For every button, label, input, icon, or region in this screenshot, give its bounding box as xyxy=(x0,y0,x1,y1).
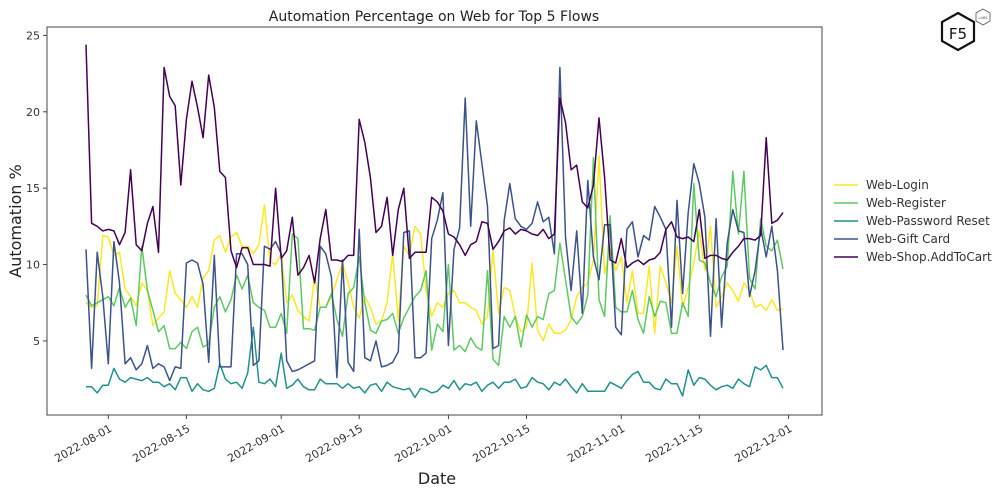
x-tick-label: 2022-08-15 xyxy=(130,422,192,465)
f5-labs-logo: F5 LABS xyxy=(940,8,991,52)
legend-label-web-gift-card: Web-Gift Card xyxy=(866,232,950,246)
series-line-web-password-reset xyxy=(86,326,784,399)
series-line-web-gift-card xyxy=(85,66,784,382)
y-tick-label: 20 xyxy=(26,106,40,119)
y-tick-label: 5 xyxy=(33,335,40,348)
x-axis: 2022-08-01 2022-08-15 2022-09-01 2022-09-15… xyxy=(52,415,794,465)
logo-text: F5 xyxy=(949,25,967,43)
x-tick-label: 2022-12-01 xyxy=(733,422,795,465)
legend-label-web-shop-addtocart: Web-Shop.AddToCart xyxy=(866,250,992,264)
series-line-web-register xyxy=(85,156,784,367)
x-tick-label: 2022-11-15 xyxy=(643,422,705,465)
legend-label-web-login: Web-Login xyxy=(866,178,929,192)
y-tick-label: 15 xyxy=(26,182,40,195)
x-axis-label: Date xyxy=(418,469,456,488)
plot-area xyxy=(46,26,823,416)
x-tick-label: 2022-09-01 xyxy=(225,422,287,465)
legend-label-web-register: Web-Register xyxy=(866,196,946,210)
x-tick-label: 2022-09-15 xyxy=(303,422,365,465)
x-tick-label: 2022-10-15 xyxy=(471,422,533,465)
series-line-web-login xyxy=(85,155,784,342)
logo-sub-text: LABS xyxy=(979,16,989,20)
y-axis: 5 10 15 20 25 xyxy=(26,29,47,348)
y-tick-label: 25 xyxy=(26,29,40,42)
chart-title: Automation Percentage on Web for Top 5 F… xyxy=(269,9,599,25)
legend-label-web-password-reset: Web-Password Reset xyxy=(866,214,990,228)
legend: Web-Login Web-Register Web-Password Reset W… xyxy=(834,178,992,264)
series-line-web-shop-addtocart xyxy=(85,44,784,284)
x-tick-label: 2022-08-01 xyxy=(52,422,114,465)
x-tick-label: 2022-10-01 xyxy=(392,422,454,465)
y-tick-label: 10 xyxy=(26,259,40,272)
y-axis-label: Automation % xyxy=(6,164,25,277)
x-tick-label: 2022-11-01 xyxy=(565,422,627,465)
series-lines xyxy=(85,44,784,399)
